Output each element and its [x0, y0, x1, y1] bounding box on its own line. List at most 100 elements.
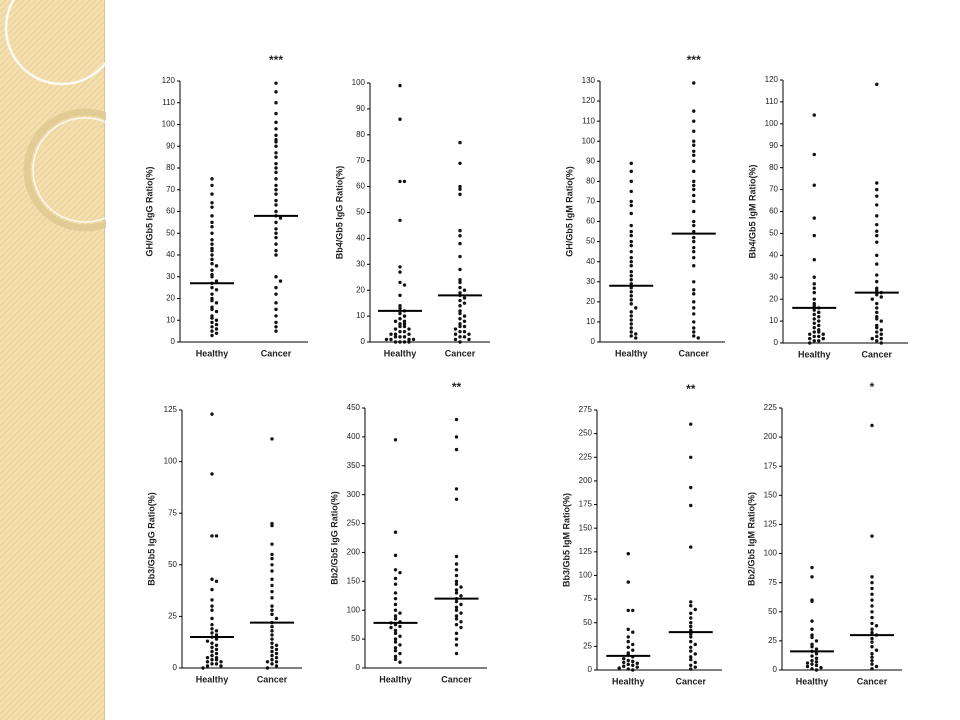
data-point: [210, 248, 214, 253]
data-point: [402, 329, 407, 334]
data-point: [689, 621, 693, 625]
data-point: [210, 412, 214, 416]
data-point: [626, 645, 630, 650]
data-point: [689, 616, 693, 620]
data-point: [458, 187, 462, 191]
data-point: [870, 627, 874, 631]
data-point: [210, 653, 214, 658]
data-point: [205, 639, 210, 643]
data-point: [689, 600, 693, 604]
y-tick-label: 80: [356, 130, 365, 139]
data-point: [875, 317, 879, 321]
data-point: [692, 219, 696, 224]
y-tick-label: 40: [769, 250, 778, 259]
data-point: [875, 233, 879, 238]
strip-chart: 0 25 50 75 100 125 150 175 200 225 Bb2/Gb5 IgM Rat…: [746, 380, 902, 686]
data-point: [875, 334, 879, 339]
y-tick-label: 60: [586, 217, 595, 226]
y-tick-label: 30: [356, 259, 365, 268]
data-point: [459, 625, 463, 630]
data-point: [458, 316, 462, 321]
data-point: [692, 143, 696, 147]
data-point: [870, 610, 874, 614]
data-point: [214, 264, 219, 268]
data-point: [402, 319, 407, 323]
data-point: [454, 554, 459, 559]
data-point: [692, 330, 696, 334]
data-point: [270, 542, 274, 546]
y-tick-label: 125: [579, 547, 593, 556]
data-point: [214, 662, 219, 666]
x-tick-label: Cancer: [861, 349, 892, 359]
data-point: [210, 329, 214, 333]
data-point: [817, 334, 821, 339]
data-point: [692, 334, 696, 338]
data-point: [879, 336, 883, 341]
data-point: [629, 294, 633, 298]
data-point: [812, 290, 816, 295]
data-point: [278, 279, 283, 283]
data-point: [458, 309, 462, 313]
y-tick-label: 40: [356, 234, 365, 243]
y-tick-label: 225: [764, 403, 778, 412]
data-point: [402, 335, 407, 339]
y-tick-label: 50: [356, 208, 365, 217]
data-point: [626, 667, 630, 671]
data-point: [629, 278, 633, 282]
data-point: [692, 320, 696, 324]
data-point: [812, 339, 816, 343]
data-point: [692, 119, 696, 123]
data-point: [398, 611, 402, 615]
data-point: [270, 658, 274, 662]
data-point: [274, 183, 278, 188]
y-tick-label: 0: [356, 663, 361, 672]
data-point: [210, 292, 214, 296]
data-point: [875, 214, 879, 218]
data-point: [454, 651, 459, 656]
data-point: [270, 625, 274, 629]
y-tick-label: 90: [769, 141, 778, 150]
data-point: [214, 647, 219, 652]
y-tick-label: 90: [356, 104, 365, 113]
data-point: [810, 627, 814, 631]
data-point: [875, 181, 879, 185]
data-point: [629, 229, 633, 234]
y-axis-label: GH/Gb5 IgM Ratio(%): [564, 166, 574, 257]
data-point: [817, 310, 821, 315]
data-point: [270, 608, 274, 612]
data-point: [689, 624, 693, 629]
data-point: [454, 579, 459, 584]
data-point: [210, 298, 214, 303]
data-point: [214, 579, 219, 584]
data-point: [407, 337, 411, 342]
data-point: [393, 614, 398, 618]
x-tick-label: Healthy: [384, 348, 417, 358]
y-tick-label: 110: [582, 116, 595, 125]
y-tick-label: 10: [356, 311, 365, 320]
data-point: [274, 285, 278, 290]
data-point: [875, 273, 879, 277]
data-point: [692, 81, 696, 85]
data-point: [393, 530, 398, 534]
y-tick-label: 250: [347, 519, 361, 528]
data-point: [210, 598, 214, 602]
data-point: [214, 629, 219, 633]
data-point: [631, 630, 635, 634]
data-point: [629, 255, 633, 260]
data-point: [454, 599, 459, 604]
data-point: [692, 229, 696, 234]
data-point: [812, 258, 816, 262]
data-point: [274, 320, 278, 325]
data-point: [458, 324, 462, 329]
data-point: [398, 335, 402, 339]
strip-chart: 0 50 100 150 200 250 300 350 400 450 Bb2/Gb5 IgG R…: [329, 380, 487, 684]
data-point: [398, 324, 402, 329]
data-point: [810, 599, 814, 603]
data-point: [814, 663, 819, 668]
data-point: [875, 82, 879, 87]
data-point: [689, 663, 693, 667]
data-point: [875, 293, 879, 297]
y-tick-label: 30: [586, 277, 595, 286]
data-point: [393, 327, 398, 331]
data-point: [402, 324, 407, 329]
